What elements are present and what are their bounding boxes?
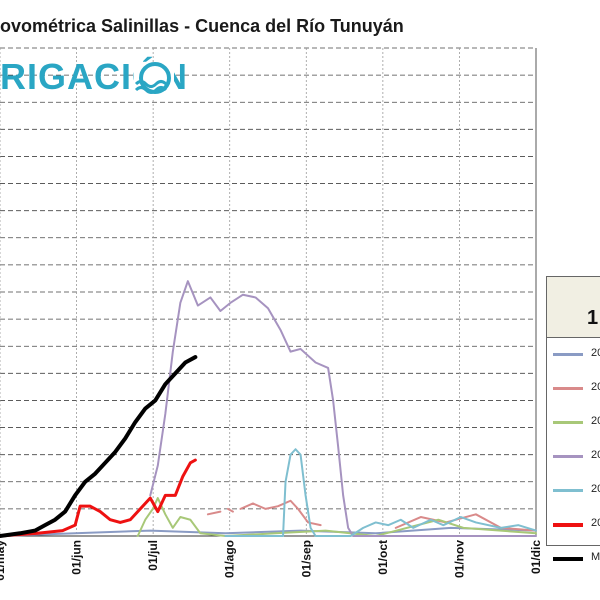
series-line-2	[206, 510, 222, 516]
legend-label: 201	[591, 381, 600, 393]
legend-item: 202	[547, 508, 600, 542]
legend-label: MEI	[591, 551, 600, 563]
legend-label: 201	[591, 415, 600, 427]
legend-swatch	[553, 523, 583, 527]
legend-label: 202	[591, 483, 600, 495]
series-line-6	[0, 458, 197, 538]
legend-swatch	[553, 353, 583, 356]
chart-series	[0, 280, 537, 538]
legend-swatch	[553, 489, 583, 492]
irrigacion-logo: RIGACIÓN	[0, 56, 187, 102]
legend-label: 202	[591, 449, 600, 461]
x-tick-label: 01/dic	[529, 540, 543, 574]
x-tick-label: 01/jul	[146, 540, 160, 571]
series-line-2	[226, 507, 234, 513]
legend-swatch	[553, 455, 583, 458]
series-line-3	[136, 497, 537, 537]
legend-item: 201	[547, 406, 600, 440]
x-tick-label: 01/jun	[70, 540, 84, 575]
legend-label: 201	[591, 347, 600, 359]
legend-item: 201	[547, 338, 600, 372]
legend-item: MEI	[547, 542, 600, 576]
legend-swatch	[553, 421, 583, 424]
legend-item: 202	[547, 474, 600, 508]
x-tick-label: 01/may	[0, 540, 7, 581]
series-line-5	[224, 448, 537, 537]
legend-swatch	[553, 387, 583, 390]
legend: 1 201 201 201 202 202 202 MEI	[546, 276, 600, 563]
series-line-4	[149, 280, 537, 537]
legend-item: 202	[547, 440, 600, 474]
grid-lines	[0, 47, 537, 537]
series-line-1	[0, 526, 537, 537]
legend-item: 201	[547, 372, 600, 406]
series-line-7	[0, 355, 198, 538]
waves-icon	[134, 62, 174, 98]
chart-title: ovométrica Salinillas - Cuenca del Río T…	[0, 16, 404, 36]
legend-label: 202	[591, 517, 600, 529]
series-line-2	[394, 513, 537, 532]
legend-header: 1	[547, 277, 600, 338]
x-tick-label: 01/oct	[376, 540, 390, 575]
legend-swatch	[553, 557, 583, 561]
x-tick-label: 01/sep	[299, 540, 313, 577]
x-tick-labels: 01/may 01/jun 01/jul 01/ago 01/sep 01/oct 01/n…	[0, 540, 543, 581]
legend-header-text: 1	[587, 307, 599, 329]
x-tick-label: 01/nov	[452, 540, 466, 578]
x-tick-label: 01/ago	[223, 540, 237, 578]
